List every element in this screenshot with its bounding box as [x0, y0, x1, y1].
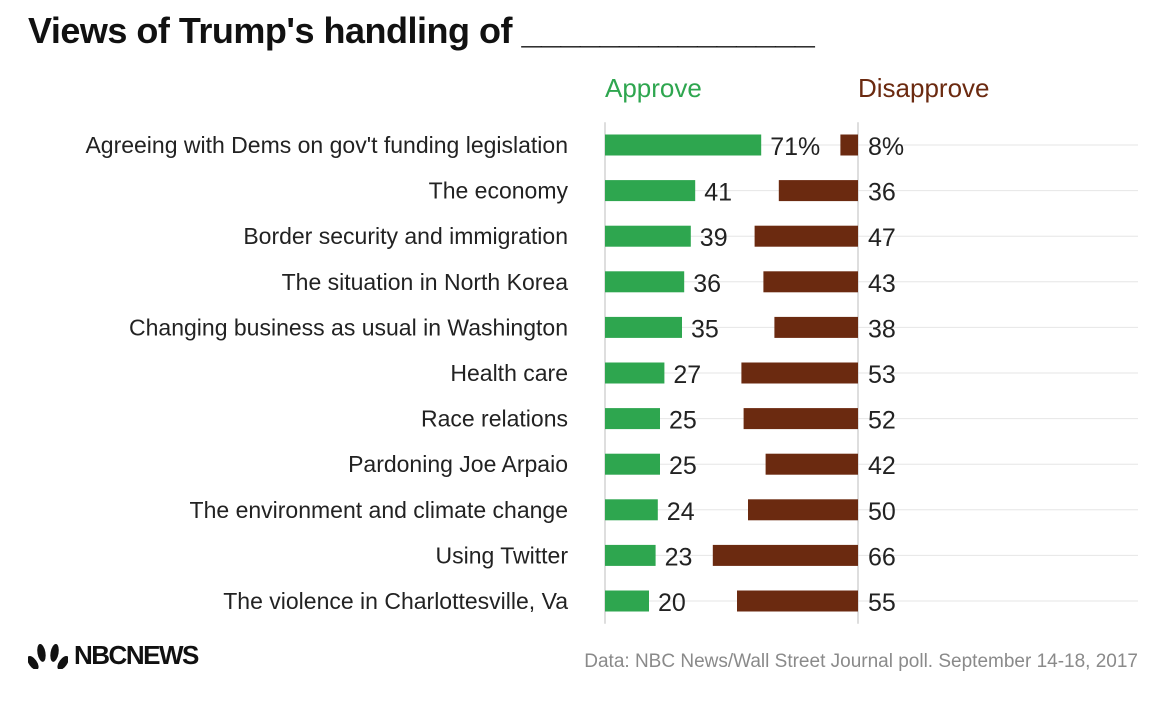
disapprove-value-label: 47	[868, 224, 896, 252]
legend-approve: Approve	[605, 73, 702, 103]
disapprove-bar	[778, 180, 858, 202]
approve-value-label: 27	[673, 361, 701, 389]
disapprove-bar	[748, 499, 858, 521]
approve-bar	[605, 544, 656, 566]
disapprove-value-label: 55	[868, 589, 896, 617]
disapprove-value-label: 36	[868, 179, 896, 207]
approve-bar	[605, 499, 658, 521]
category-label: Agreeing with Dems on gov't funding legi…	[85, 132, 568, 158]
approve-bar	[605, 271, 685, 293]
disapprove-value-label: 38	[868, 315, 896, 343]
disapprove-value-label: 66	[868, 543, 896, 571]
approve-value-label: 39	[700, 224, 728, 252]
peacock-icon	[28, 643, 68, 669]
disapprove-value-label: 50	[868, 498, 896, 526]
category-label: The violence in Charlottesville, Va	[223, 588, 568, 614]
gridlines	[605, 144, 1138, 602]
disapprove-value-label: 8%	[868, 133, 904, 161]
approve-value-label: 41	[704, 179, 732, 207]
category-label: Changing business as usual in Washington	[129, 314, 568, 340]
nbc-news-logo: NBCNEWS	[28, 640, 199, 671]
disapprove-bar	[741, 362, 858, 384]
disapprove-value-label: 43	[868, 270, 896, 298]
category-label: Health care	[450, 360, 568, 386]
disapprove-bar	[743, 408, 858, 430]
approve-bar	[605, 362, 665, 384]
approve-bar	[605, 590, 649, 612]
category-label: The environment and climate change	[190, 497, 568, 523]
approve-value-label: 24	[667, 498, 695, 526]
disapprove-bar	[737, 590, 858, 612]
approve-value-label: 35	[691, 315, 719, 343]
approve-bar	[605, 180, 696, 202]
category-label: The situation in North Korea	[282, 269, 569, 295]
approve-value-label: 36	[693, 270, 721, 298]
category-label: Using Twitter	[435, 542, 568, 568]
approve-bar	[605, 408, 660, 430]
approve-bar	[605, 134, 762, 156]
approve-bar	[605, 225, 691, 247]
disapprove-bar	[754, 225, 858, 247]
disapprove-series: 8% 36 47 43 38 53 52 42 50 66 55	[712, 133, 904, 617]
disapprove-bar	[765, 453, 858, 475]
category-label: Race relations	[421, 406, 568, 432]
category-labels: Agreeing with Dems on gov't funding legi…	[85, 132, 568, 614]
chart-title: Views of Trump's handling of ___________…	[28, 10, 815, 51]
approve-value-label: 25	[669, 407, 697, 435]
source-note: Data: NBC News/Wall Street Journal poll.…	[584, 651, 1138, 672]
disapprove-bar	[840, 134, 858, 156]
category-label: Border security and immigration	[243, 223, 568, 249]
approve-series: 71% 41 39 36 35 27 25 25 24 23 20	[605, 133, 820, 617]
category-label: Pardoning Joe Arpaio	[348, 451, 568, 477]
disapprove-value-label: 42	[868, 452, 896, 480]
approve-value-label: 71%	[770, 133, 820, 161]
disapprove-value-label: 52	[868, 407, 896, 435]
disapprove-value-label: 53	[868, 361, 896, 389]
diverging-bar-chart: Approve Disapprove Agreeing with Dems on…	[85, 73, 1138, 624]
disapprove-bar	[763, 271, 858, 293]
approve-value-label: 20	[658, 589, 686, 617]
legend-disapprove: Disapprove	[858, 73, 990, 103]
category-label: The economy	[429, 178, 569, 204]
approve-bar	[605, 316, 682, 338]
approve-value-label: 25	[669, 452, 697, 480]
approve-bar	[605, 453, 660, 475]
disapprove-bar	[712, 544, 858, 566]
approve-value-label: 23	[665, 543, 693, 571]
disapprove-bar	[774, 316, 858, 338]
logo-text: NBCNEWS	[74, 640, 199, 670]
